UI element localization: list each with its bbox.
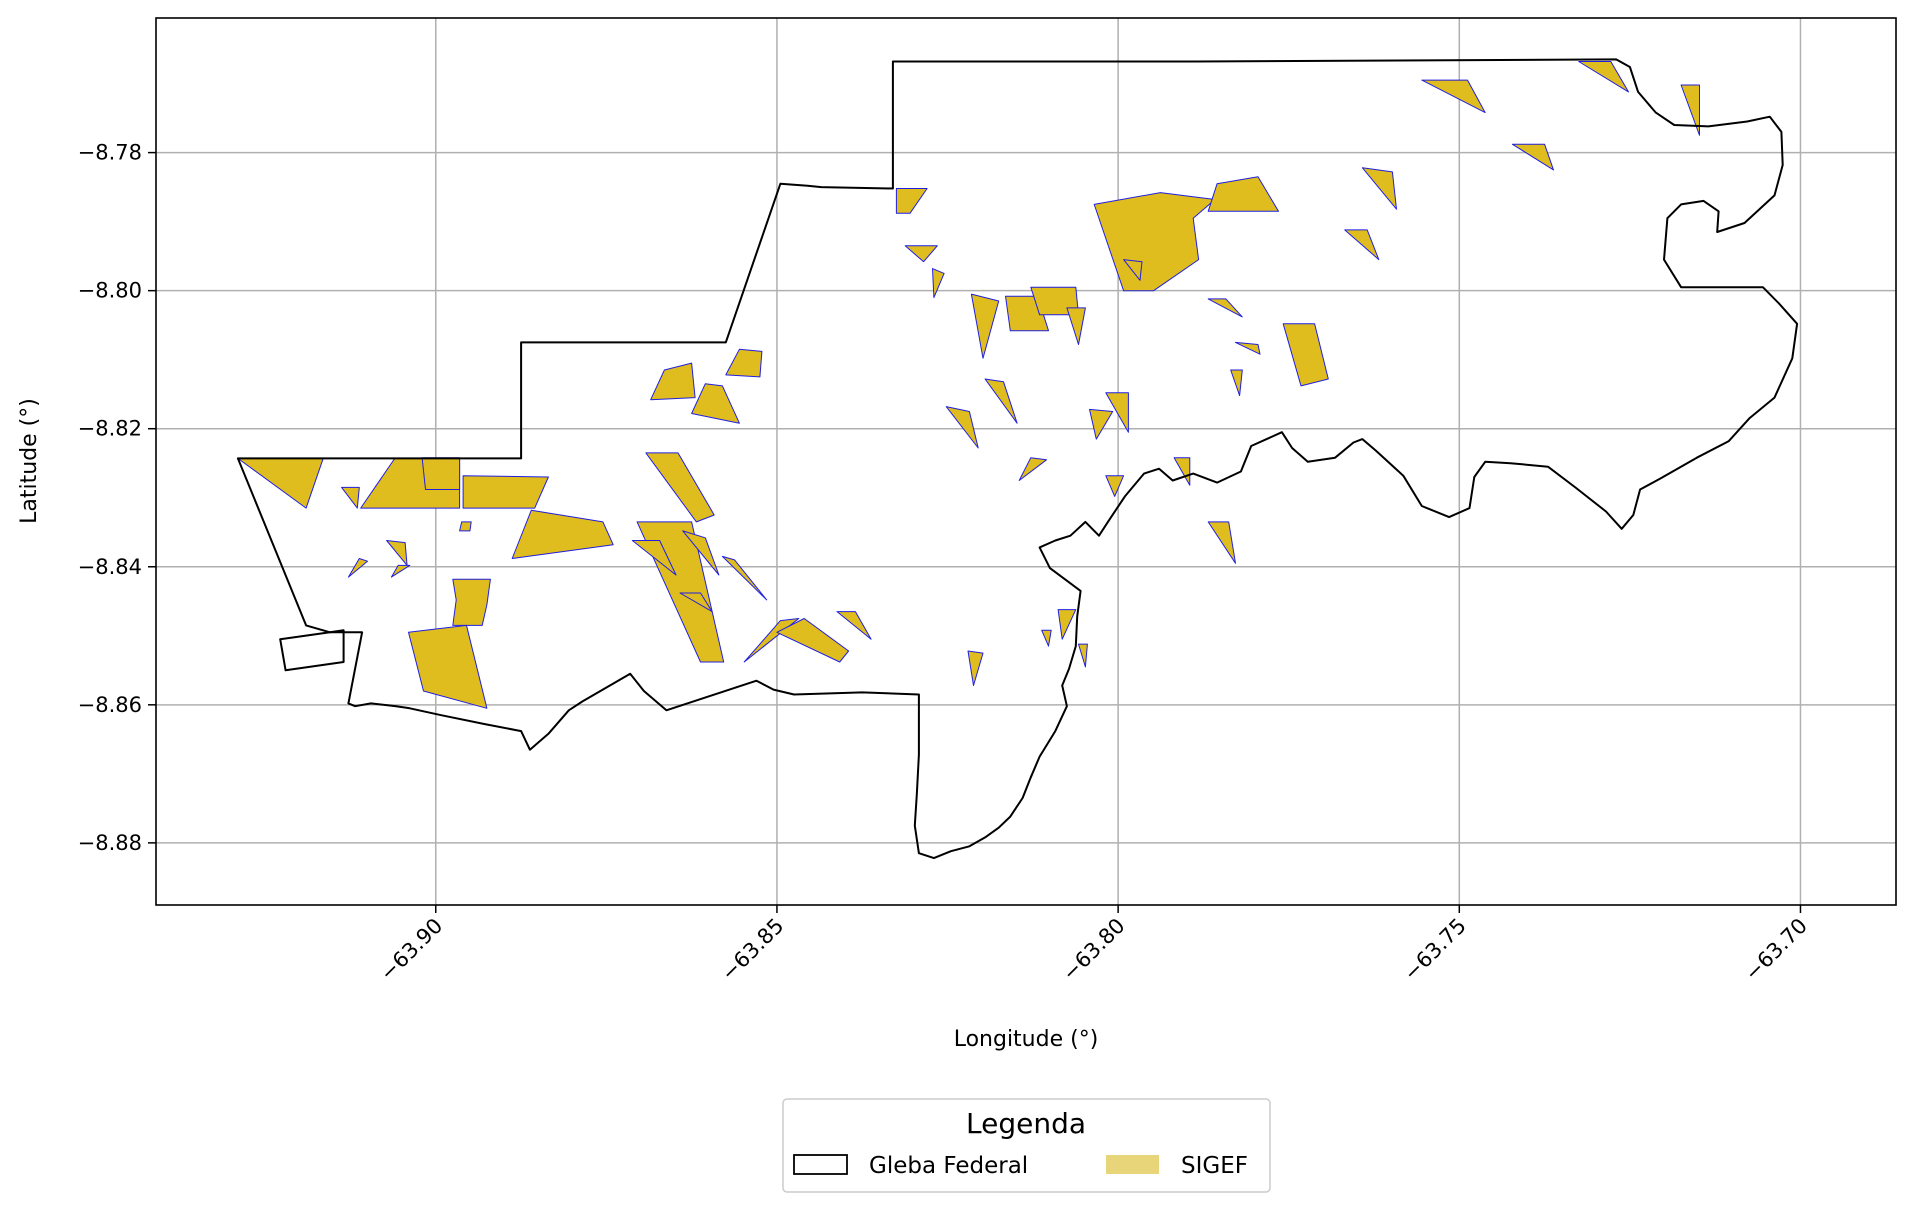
sigef-parcel-15 — [836, 611, 872, 640]
sigef-parcel-29 — [970, 293, 1000, 359]
sigef-parcel-24 — [895, 188, 928, 214]
x-tick-label-3: −63.75 — [1399, 914, 1471, 986]
y-tick-label-0: −8.78 — [78, 141, 142, 165]
sigef-parcel-25 — [904, 245, 938, 263]
sigef-parcel-45 — [1230, 369, 1243, 397]
sigef-parcel-3 — [421, 457, 461, 490]
sigef-parcel-38 — [1207, 521, 1236, 564]
y-axis-title: Latitude (°) — [17, 398, 42, 524]
sigef-parcel-37 — [1235, 341, 1261, 355]
sigef-parcel-36 — [1207, 298, 1243, 318]
sigef-parcel-6 — [341, 486, 360, 509]
sigef-parcel-31 — [984, 378, 1018, 424]
sigef-parcel-54 — [1361, 167, 1397, 210]
legend-title: Legenda — [966, 1107, 1086, 1140]
sigef-parcel-19 — [679, 592, 713, 613]
sigef-parcel-7 — [386, 540, 408, 566]
x-axis-title: Longitude (°) — [954, 1027, 1099, 1052]
sigef-parcel-30 — [1066, 307, 1086, 345]
sigef-parcel-49 — [1041, 629, 1052, 647]
y-tick-label-5: −8.88 — [78, 831, 142, 855]
sigef-parcel-20 — [776, 618, 850, 663]
sigef-parcel-23 — [725, 348, 763, 378]
sigef-parcel-35 — [1123, 259, 1143, 281]
sigef-parcel-50 — [1421, 79, 1486, 114]
sigef-parcel-22 — [650, 362, 696, 401]
plot-frame — [155, 17, 1897, 906]
sigef-parcel-8 — [347, 558, 368, 578]
sigef-parcel-32 — [945, 406, 979, 449]
x-axis-ticks: −63.90 −63.85 −63.80 −63.75 −63.70 — [375, 905, 1812, 985]
sigef-parcel-33 — [1018, 457, 1047, 481]
sigef-parcel-21 — [691, 383, 740, 424]
sigef-parcel-43 — [1105, 475, 1125, 497]
y-tick-label-1: −8.80 — [78, 279, 142, 303]
sigef-parcel-52 — [1512, 143, 1554, 171]
sigef-parcel-41 — [1105, 392, 1129, 433]
sigef-parcel-4 — [511, 509, 614, 559]
x-tick-label-4: −63.70 — [1740, 914, 1812, 986]
sigef-parcel-51 — [1578, 61, 1629, 93]
sigef-parcel-46 — [1057, 609, 1077, 640]
sigef-parcel-53 — [1680, 84, 1700, 136]
y-axis-ticks: −8.78 −8.80 −8.82 −8.84 −8.86 −8.88 — [78, 141, 156, 855]
sigef-parcel-10 — [452, 578, 491, 626]
sigef-parcel-47 — [1078, 643, 1088, 668]
sigef-parcel-12 — [645, 452, 715, 523]
sigef-parcel-18 — [721, 555, 768, 601]
legend-swatch-gleba — [793, 1154, 848, 1175]
sigef-parcel-16 — [743, 618, 800, 663]
gleba-federal-boundary-0 — [236, 58, 1799, 860]
y-tick-label-4: −8.86 — [78, 693, 142, 717]
sigef-parcel-17 — [631, 540, 677, 576]
sigef-parcel-0 — [237, 457, 324, 509]
legend-label-sigef: SIGEF — [1181, 1153, 1248, 1179]
y-tick-label-3: −8.84 — [78, 555, 142, 579]
x-tick-label-2: −63.80 — [1058, 914, 1130, 986]
sigef-parcel-2 — [462, 475, 549, 509]
sigef-parcel-39 — [1282, 323, 1329, 387]
y-tick-label-2: −8.82 — [78, 417, 142, 441]
sigef-parcels-layer — [237, 61, 1700, 709]
legend-box: Legenda Gleba Federal SIGEF — [782, 1098, 1271, 1193]
sigef-parcel-44 — [1173, 457, 1191, 486]
sigef-parcel-5 — [459, 521, 472, 532]
legend-swatch-sigef — [1106, 1155, 1159, 1174]
gleba-federal-layer — [236, 58, 1799, 860]
x-tick-label-0: −63.90 — [375, 914, 447, 986]
gleba-federal-boundary-1 — [279, 629, 345, 672]
sigef-parcel-40 — [1207, 176, 1279, 212]
sigef-parcel-48 — [967, 650, 984, 686]
sigef-parcel-11 — [408, 624, 488, 709]
sigef-parcel-55 — [1344, 229, 1380, 261]
x-tick-label-1: −63.85 — [717, 914, 789, 986]
legend-label-gleba: Gleba Federal — [869, 1153, 1028, 1179]
sigef-parcel-14 — [682, 530, 720, 576]
sigef-parcel-42 — [1089, 408, 1114, 440]
sigef-parcel-26 — [932, 268, 945, 299]
sigef-parcel-9 — [390, 564, 411, 578]
sigef-parcel-34 — [1093, 192, 1216, 292]
grid-lines — [156, 18, 1896, 905]
